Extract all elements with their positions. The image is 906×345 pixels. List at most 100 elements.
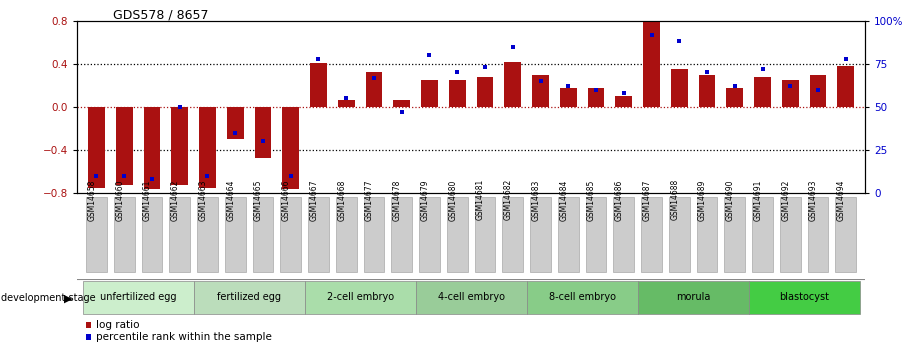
Bar [588, 88, 604, 107]
Text: ▶: ▶ [64, 294, 72, 303]
Text: GSM14683: GSM14683 [532, 179, 541, 220]
Text: GSM14688: GSM14688 [670, 179, 680, 220]
FancyBboxPatch shape [725, 197, 746, 272]
Bar [837, 66, 854, 107]
Bar [448, 80, 466, 107]
FancyBboxPatch shape [502, 197, 523, 272]
Text: morula: morula [676, 292, 710, 302]
FancyBboxPatch shape [748, 281, 860, 314]
Text: percentile rank within the sample: percentile rank within the sample [96, 332, 272, 342]
Bar [199, 107, 216, 188]
FancyBboxPatch shape [585, 197, 606, 272]
Bar [421, 80, 438, 107]
Text: GSM14690: GSM14690 [726, 179, 735, 220]
Text: GSM14681: GSM14681 [476, 179, 485, 220]
FancyBboxPatch shape [835, 197, 856, 272]
Text: GSM14677: GSM14677 [365, 179, 374, 220]
Text: fertilized egg: fertilized egg [217, 292, 281, 302]
Text: GSM14692: GSM14692 [781, 179, 790, 220]
Bar [171, 107, 188, 185]
Text: GSM14691: GSM14691 [754, 179, 763, 220]
FancyBboxPatch shape [363, 197, 384, 272]
Bar [810, 75, 826, 107]
Text: 4-cell embryo: 4-cell embryo [438, 292, 505, 302]
Bar [310, 63, 327, 107]
Text: GSM14658: GSM14658 [88, 179, 96, 220]
FancyBboxPatch shape [86, 197, 107, 272]
Text: 8-cell embryo: 8-cell embryo [549, 292, 616, 302]
FancyBboxPatch shape [780, 197, 801, 272]
Bar [615, 96, 632, 107]
FancyBboxPatch shape [253, 197, 274, 272]
FancyBboxPatch shape [141, 197, 162, 272]
FancyBboxPatch shape [641, 197, 662, 272]
FancyBboxPatch shape [526, 281, 638, 314]
FancyBboxPatch shape [447, 197, 467, 272]
Bar [699, 75, 716, 107]
Bar [782, 80, 798, 107]
FancyBboxPatch shape [558, 197, 579, 272]
Text: GDS578 / 8657: GDS578 / 8657 [113, 9, 208, 22]
FancyBboxPatch shape [336, 197, 357, 272]
FancyBboxPatch shape [391, 197, 412, 272]
FancyBboxPatch shape [530, 197, 551, 272]
Text: GSM14679: GSM14679 [420, 179, 429, 220]
Bar [727, 88, 743, 107]
Bar [88, 107, 105, 188]
Bar [505, 62, 521, 107]
FancyBboxPatch shape [114, 197, 135, 272]
FancyBboxPatch shape [419, 197, 440, 272]
FancyBboxPatch shape [82, 281, 194, 314]
Text: GSM14682: GSM14682 [504, 179, 513, 220]
FancyBboxPatch shape [638, 281, 748, 314]
Text: GSM14661: GSM14661 [143, 179, 152, 220]
FancyBboxPatch shape [807, 197, 828, 272]
Text: 2-cell embryo: 2-cell embryo [326, 292, 394, 302]
FancyBboxPatch shape [280, 197, 301, 272]
Text: GSM14694: GSM14694 [837, 179, 846, 220]
Text: GSM14689: GSM14689 [698, 179, 707, 220]
Bar [560, 88, 576, 107]
Text: GSM14663: GSM14663 [198, 179, 207, 220]
FancyBboxPatch shape [308, 197, 329, 272]
Bar [754, 77, 771, 107]
Bar [144, 107, 160, 189]
Text: unfertilized egg: unfertilized egg [100, 292, 177, 302]
FancyBboxPatch shape [304, 281, 416, 314]
Bar [226, 107, 244, 139]
FancyBboxPatch shape [169, 197, 190, 272]
Text: GSM14693: GSM14693 [809, 179, 818, 220]
Bar [338, 100, 354, 107]
Text: GSM14666: GSM14666 [282, 179, 291, 220]
Text: GSM14660: GSM14660 [115, 179, 124, 220]
Text: GSM14668: GSM14668 [337, 179, 346, 220]
Bar [393, 100, 410, 107]
Text: GSM14687: GSM14687 [642, 179, 651, 220]
Text: GSM14685: GSM14685 [587, 179, 596, 220]
Text: GSM14665: GSM14665 [254, 179, 263, 220]
Text: log ratio: log ratio [96, 320, 140, 330]
FancyBboxPatch shape [669, 197, 689, 272]
FancyBboxPatch shape [197, 197, 217, 272]
Text: blastocyst: blastocyst [779, 292, 829, 302]
Bar [532, 75, 549, 107]
Text: GSM14686: GSM14686 [615, 179, 623, 220]
FancyBboxPatch shape [416, 281, 526, 314]
FancyBboxPatch shape [613, 197, 634, 272]
FancyBboxPatch shape [752, 197, 773, 272]
Bar [255, 107, 271, 158]
Text: development stage: development stage [1, 294, 95, 303]
FancyBboxPatch shape [697, 197, 718, 272]
Text: GSM14662: GSM14662 [170, 179, 179, 220]
Text: GSM14667: GSM14667 [310, 179, 319, 220]
Bar [366, 72, 382, 107]
Bar [643, 21, 660, 107]
FancyBboxPatch shape [225, 197, 246, 272]
FancyBboxPatch shape [194, 281, 304, 314]
Bar [116, 107, 132, 185]
Bar [671, 69, 688, 107]
Text: GSM14684: GSM14684 [559, 179, 568, 220]
Bar [283, 107, 299, 189]
Text: GSM14680: GSM14680 [448, 179, 458, 220]
Text: GSM14678: GSM14678 [392, 179, 401, 220]
